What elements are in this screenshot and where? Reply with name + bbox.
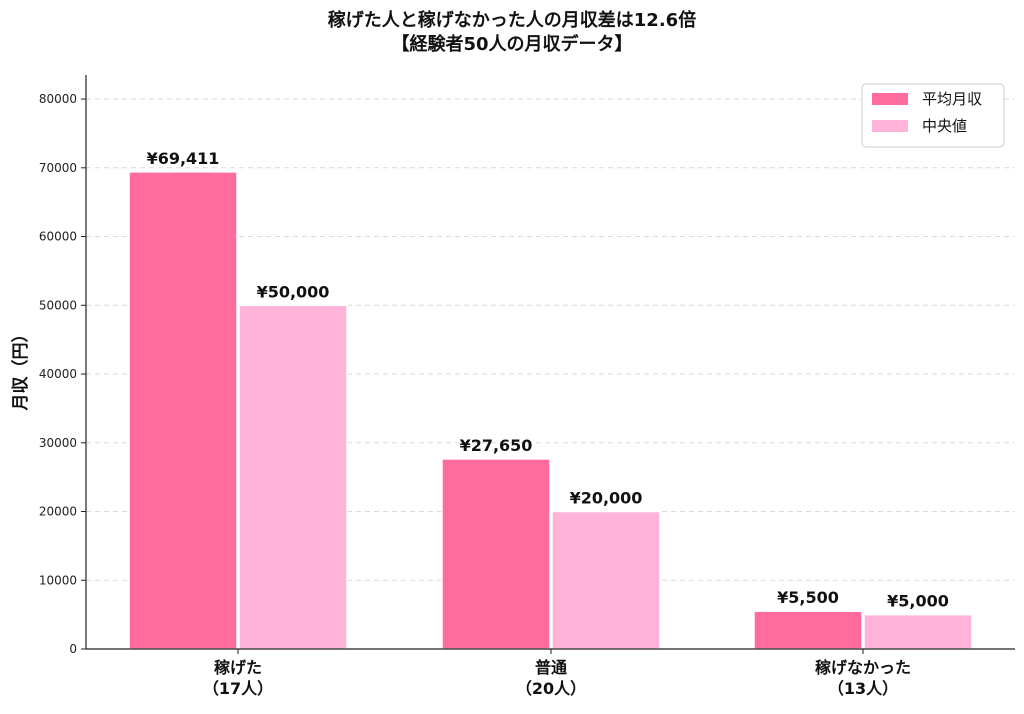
y-tick-label: 80000 bbox=[39, 92, 77, 106]
y-tick-label: 50000 bbox=[39, 298, 77, 312]
data-label: ¥50,000 bbox=[257, 282, 330, 301]
legend-swatch bbox=[872, 93, 908, 105]
legend-label: 中央値 bbox=[922, 117, 967, 135]
y-axis-title: 月収（円） bbox=[10, 326, 31, 412]
bar-average-0 bbox=[128, 171, 238, 650]
data-label: ¥27,650 bbox=[460, 436, 533, 455]
x-tick-label: 稼げた bbox=[214, 658, 262, 677]
bar-median-0 bbox=[238, 304, 348, 650]
bars bbox=[128, 171, 973, 650]
x-tick-label: （17人） bbox=[203, 679, 273, 698]
y-tick-label: 70000 bbox=[39, 161, 77, 175]
x-tick-label: 稼げなかった bbox=[815, 658, 911, 677]
y-axis-title-text: 月収（円） bbox=[10, 326, 31, 412]
y-tick-label: 0 bbox=[69, 642, 77, 656]
bar-median-2 bbox=[863, 613, 973, 650]
y-tick-label: 10000 bbox=[39, 573, 77, 587]
data-label: ¥20,000 bbox=[570, 489, 643, 508]
x-axis-labels: 稼げた （17人） 普通 （20人） 稼げなかった （13人） bbox=[203, 649, 911, 698]
y-tick-label: 30000 bbox=[39, 436, 77, 450]
data-label: ¥5,500 bbox=[777, 588, 839, 607]
x-tick-label: 普通 bbox=[535, 658, 567, 677]
y-tick-label: 60000 bbox=[39, 230, 77, 244]
y-axis-ticks: 0 10000 20000 30000 40000 50000 60000 70000 8000… bbox=[39, 92, 86, 656]
legend-label: 平均月収 bbox=[922, 90, 982, 108]
x-tick-label: （13人） bbox=[828, 679, 898, 698]
data-labels: ¥69,411 ¥27,650 ¥5,500 ¥50,000 ¥20,000 ¥5,000 bbox=[147, 149, 949, 611]
legend-swatch bbox=[872, 120, 908, 132]
y-tick-label: 20000 bbox=[39, 505, 77, 519]
data-label: ¥5,000 bbox=[887, 592, 949, 611]
bar-average-1 bbox=[441, 458, 551, 650]
data-label: ¥69,411 bbox=[147, 149, 220, 168]
x-tick-label: （20人） bbox=[516, 679, 586, 698]
chart-title: 稼げた人と稼げなかった人の月収差は12.6倍【経験者50人の月収データ】 bbox=[328, 9, 696, 55]
bar-average-2 bbox=[753, 610, 863, 650]
chart-title-line: 【経験者50人の月収データ】 bbox=[391, 33, 632, 55]
bar-median-1 bbox=[551, 510, 661, 650]
chart-title-line: 稼げた人と稼げなかった人の月収差は12.6倍 bbox=[328, 9, 696, 31]
y-tick-label: 40000 bbox=[39, 367, 77, 381]
